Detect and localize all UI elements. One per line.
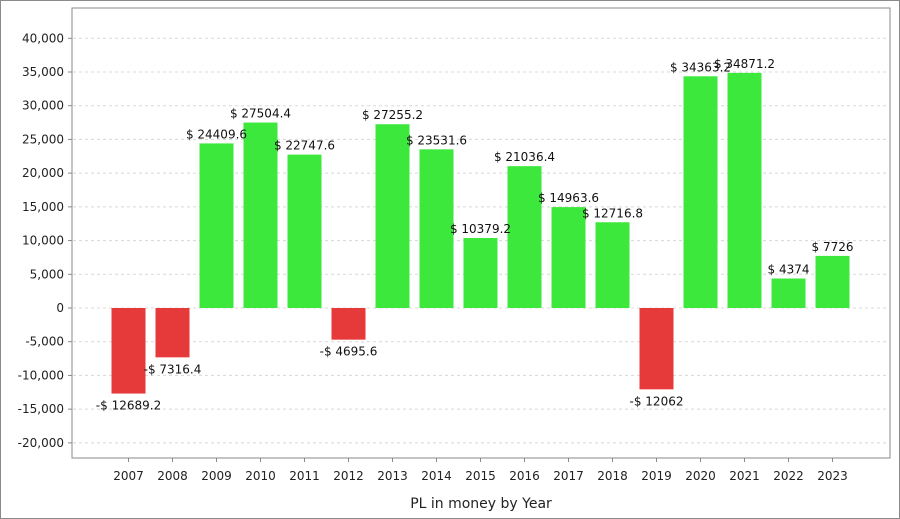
data-label-2020: $ 34363.2 xyxy=(670,60,731,74)
x-tick-label: 2013 xyxy=(377,469,408,483)
y-tick-label: -15,000 xyxy=(18,402,64,416)
x-tick-label: 2023 xyxy=(817,469,848,483)
y-tick-label: 35,000 xyxy=(22,65,64,79)
y-tick-label: 25,000 xyxy=(22,132,64,146)
data-label-2023: $ 7726 xyxy=(812,240,854,254)
bar-2010 xyxy=(243,122,278,308)
data-label-2018: $ 12716.8 xyxy=(582,206,643,220)
x-tick-label: 2012 xyxy=(333,469,364,483)
bar-2008 xyxy=(155,308,190,358)
y-tick-label: 15,000 xyxy=(22,200,64,214)
data-label-2017: $ 14963.6 xyxy=(538,191,599,205)
x-tick-label: 2007 xyxy=(113,469,144,483)
bar-2011 xyxy=(287,154,322,308)
y-tick-label: 5,000 xyxy=(30,267,64,281)
bar-2009 xyxy=(199,143,234,308)
x-tick-label: 2014 xyxy=(421,469,452,483)
bar-2015 xyxy=(463,238,498,308)
bar-2023 xyxy=(815,255,850,308)
bar-2019 xyxy=(639,308,674,390)
x-tick-label: 2008 xyxy=(157,469,188,483)
data-label-2022: $ 4374 xyxy=(768,263,810,277)
data-label-2012: -$ 4695.6 xyxy=(320,345,378,359)
x-tick-label: 2016 xyxy=(509,469,540,483)
y-tick-label: 30,000 xyxy=(22,99,64,113)
data-label-2007: -$ 12689.2 xyxy=(96,399,161,413)
x-tick-label: 2020 xyxy=(685,469,716,483)
y-tick-label: -20,000 xyxy=(18,436,64,450)
data-label-2011: $ 22747.6 xyxy=(274,139,335,153)
bar-2016 xyxy=(507,166,542,308)
x-tick-label: 2017 xyxy=(553,469,584,483)
x-tick-label: 2021 xyxy=(729,469,760,483)
bar-2020 xyxy=(683,76,718,308)
y-tick-label: 0 xyxy=(56,301,64,315)
x-axis-ticks: 2007 2008 2009 2010 2011 2012 2013 2014 2015 2016… xyxy=(113,458,848,483)
bars xyxy=(111,72,850,394)
x-tick-label: 2018 xyxy=(597,469,628,483)
bar-2007 xyxy=(111,308,146,394)
x-tick-label: 2015 xyxy=(465,469,496,483)
x-tick-label: 2009 xyxy=(201,469,232,483)
y-tick-label: 40,000 xyxy=(22,31,64,45)
data-label-2010: $ 27504.4 xyxy=(230,107,291,121)
data-labels: -$ 12689.2 -$ 7316.4 $ 24409.6 $ 27504.4 $ 2… xyxy=(96,57,854,413)
y-tick-label: -10,000 xyxy=(18,368,64,382)
x-tick-label: 2011 xyxy=(289,469,320,483)
data-label-2009: $ 24409.6 xyxy=(186,127,247,141)
bar-2022 xyxy=(771,278,806,308)
data-label-2008: -$ 7316.4 xyxy=(144,362,202,376)
y-axis-ticks: -20,000 -15,000 -10,000 -5,000 0 5,000 10,000 1… xyxy=(18,31,72,450)
x-tick-label: 2022 xyxy=(773,469,804,483)
data-label-2021: $ 34871.2 xyxy=(714,57,775,71)
data-label-2016: $ 21036.4 xyxy=(494,150,555,164)
bar-2014 xyxy=(419,149,454,308)
bar-2021 xyxy=(727,72,762,308)
data-label-2015: $ 10379.2 xyxy=(450,222,511,236)
bar-2017 xyxy=(551,207,586,308)
y-tick-label: 10,000 xyxy=(22,234,64,248)
bar-2018 xyxy=(595,222,630,308)
y-tick-label: -5,000 xyxy=(25,335,64,349)
x-tick-label: 2010 xyxy=(245,469,276,483)
data-label-2013: $ 27255.2 xyxy=(362,108,423,122)
bar-2013 xyxy=(375,124,410,308)
x-axis-title: PL in money by Year xyxy=(410,496,552,512)
bar-2012 xyxy=(331,308,366,340)
data-label-2019: -$ 12062 xyxy=(630,394,684,408)
data-label-2014: $ 23531.6 xyxy=(406,133,467,147)
y-tick-label: 20,000 xyxy=(22,166,64,180)
x-tick-label: 2019 xyxy=(641,469,672,483)
